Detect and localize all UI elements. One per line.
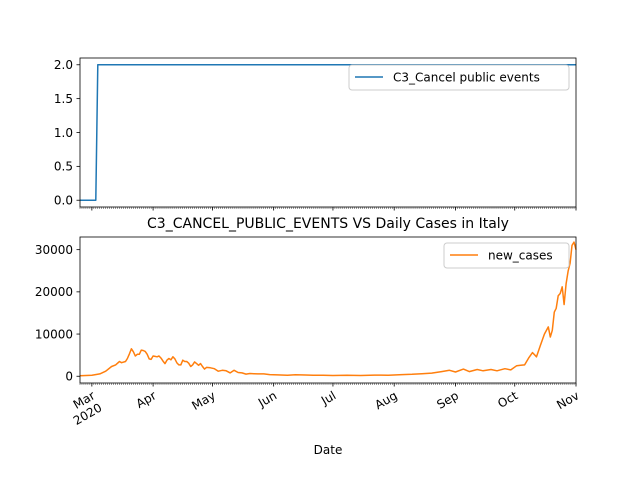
top-y-tick-label: 1.5 bbox=[54, 92, 73, 106]
top-y-tick-label: 1.0 bbox=[54, 126, 73, 140]
bottom-legend-label: new_cases bbox=[488, 249, 553, 263]
top-series-line-0 bbox=[80, 64, 576, 201]
top-y-tick-label: 2.0 bbox=[54, 58, 73, 72]
x-axis-label: Date bbox=[314, 443, 343, 457]
bottom-legend-box bbox=[443, 242, 570, 269]
x-tick-label: Jul bbox=[318, 388, 338, 408]
top-y-ticks: 0.0 0.5 1.0 1.5 2.0 bbox=[54, 58, 80, 208]
top-subplot: 0.0 0.5 1.0 1.5 2.0 C3_Cancel public events bbox=[54, 57, 577, 211]
bottom-y-tick-label: 0 bbox=[65, 370, 73, 384]
top-y-tick-label: 0.0 bbox=[54, 194, 73, 208]
top-y-tick-label: 0.5 bbox=[54, 160, 73, 174]
bottom-plot-lines bbox=[79, 241, 577, 377]
top-plot-lines bbox=[80, 64, 576, 201]
bottom-plot-frame bbox=[79, 236, 577, 384]
bottom-subplot: C3_CANCEL_PUBLIC_EVENTS VS Daily Cases i… bbox=[35, 216, 582, 457]
bottom-y-tick-label: 10000 bbox=[35, 327, 73, 341]
top-legend-box bbox=[348, 64, 570, 91]
bottom-y-tick-label: 20000 bbox=[35, 285, 73, 299]
bottom-series-line-0 bbox=[79, 241, 577, 377]
top-legend-label: C3_Cancel public events bbox=[393, 71, 540, 85]
top-legend: C3_Cancel public events bbox=[348, 64, 570, 91]
bottom-y-ticks: 0 10000 20000 30000 bbox=[35, 243, 80, 384]
bottom-y-tick-label: 30000 bbox=[35, 243, 73, 257]
top-x-ticks bbox=[79, 207, 577, 211]
bottom-legend: new_cases bbox=[443, 242, 570, 269]
chart-title: C3_CANCEL_PUBLIC_EVENTS VS Daily Cases i… bbox=[147, 216, 509, 232]
